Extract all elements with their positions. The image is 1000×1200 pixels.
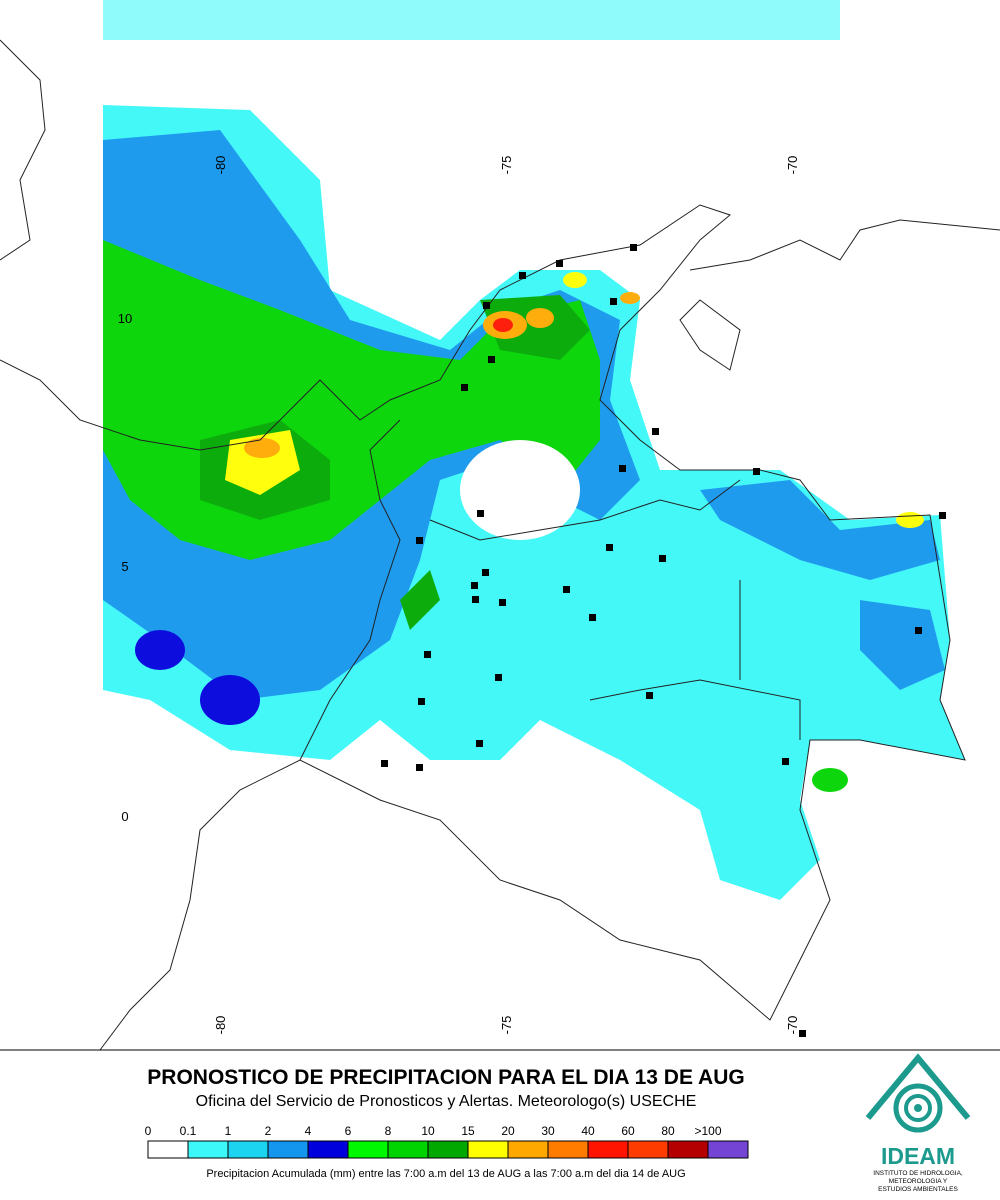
logo-subtitle: ESTUDIOS AMBIENTALES — [878, 1186, 958, 1193]
legend-label: 80 — [661, 1124, 675, 1138]
color-swatch — [307, 1140, 349, 1159]
legend-label: 1 — [225, 1124, 232, 1138]
stations — [381, 244, 946, 1037]
coastlines — [0, 39, 1000, 1051]
color-swatch — [347, 1140, 389, 1159]
logo-subtitle: INSTITUTO DE HIDROLOGIA, — [873, 1170, 963, 1177]
color-swatch — [707, 1140, 749, 1159]
color-swatch — [507, 1140, 549, 1159]
legend-label: 30 — [541, 1124, 555, 1138]
map-area: -80 -75 -70 10 5 0 -80 -75 -70 — [0, 0, 1000, 1051]
precip-field — [103, 0, 965, 900]
color-swatch — [467, 1140, 509, 1159]
latitude-label: 10 — [118, 311, 132, 326]
longitude-label: -75 — [499, 1016, 514, 1035]
legend-caption: Precipitacion Acumulada (mm) entre las 7… — [206, 1168, 685, 1180]
legend-label: 2 — [265, 1124, 272, 1138]
color-swatch — [667, 1140, 709, 1159]
longitude-label: -80 — [213, 156, 228, 175]
legend-label: 4 — [305, 1124, 312, 1138]
color-swatch — [227, 1140, 269, 1159]
title: PRONOSTICO DE PRECIPITACION PARA EL DIA … — [147, 1066, 744, 1089]
legend-label: 10 — [421, 1124, 435, 1138]
legend-label: 15 — [461, 1124, 475, 1138]
color-swatch — [547, 1140, 589, 1159]
legend: 0 0.1 1 2 4 6 8 10 15 20 30 40 60 80 >100 — [145, 1124, 749, 1159]
latitude-label: 5 — [121, 559, 128, 574]
legend-label: 40 — [581, 1124, 595, 1138]
legend-label: 8 — [385, 1124, 392, 1138]
longitude-label: -80 — [213, 1016, 228, 1035]
longitude-label: -70 — [785, 156, 800, 175]
color-swatch — [427, 1140, 469, 1159]
logo: IDEAM INSTITUTO DE HIDROLOGIA, METEOROLO… — [865, 1053, 971, 1193]
legend-label: 0.1 — [180, 1124, 197, 1138]
longitude-label: -70 — [785, 1016, 800, 1035]
subtitle: Oficina del Servicio de Pronosticos y Al… — [196, 1093, 697, 1110]
legend-label: >100 — [694, 1124, 721, 1138]
color-swatch — [147, 1140, 189, 1159]
color-swatch — [587, 1140, 629, 1159]
color-swatch — [387, 1140, 429, 1159]
logo-subtitle: METEOROLOGIA Y — [889, 1178, 948, 1185]
legend-label: 6 — [345, 1124, 352, 1138]
graticule-labels: -80 -75 -70 10 5 0 -80 -75 -70 — [118, 156, 800, 1035]
legend-label: 60 — [621, 1124, 635, 1138]
latitude-label: 0 — [121, 809, 128, 824]
color-swatch — [627, 1140, 669, 1159]
color-swatch — [187, 1140, 229, 1159]
longitude-label: -75 — [499, 156, 514, 175]
logo-name: IDEAM — [881, 1143, 955, 1169]
legend-label: 20 — [501, 1124, 515, 1138]
color-swatch — [267, 1140, 309, 1159]
legend-label: 0 — [145, 1124, 152, 1138]
